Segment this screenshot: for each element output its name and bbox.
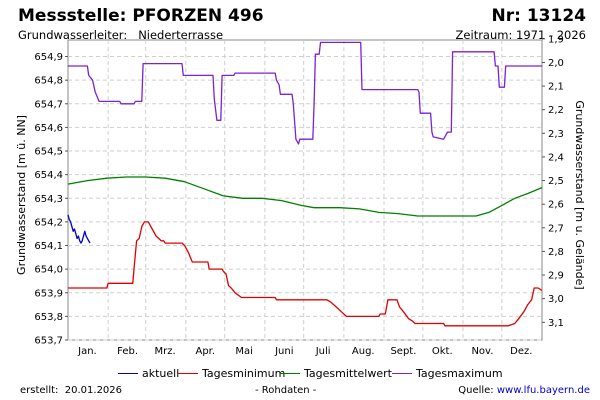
y-tick-label: 654,7 bbox=[34, 99, 63, 110]
y2-tick-label: 2,7 bbox=[548, 223, 564, 234]
period-info: Zeitraum: 1971 - 2026 bbox=[455, 28, 586, 42]
y-tick-label: 654,0 bbox=[34, 265, 63, 276]
y2-axis-title: Grundwasserstand [m u. Gelände] bbox=[573, 100, 586, 289]
x-tick-label: Juni bbox=[274, 346, 293, 357]
footer-source: Quelle: www.lfu.bayern.de bbox=[458, 385, 590, 396]
series-line-tagesmaximum bbox=[68, 41, 542, 145]
y2-tick-label: 2,1 bbox=[548, 82, 564, 93]
y-tick-label: 654,9 bbox=[34, 52, 63, 63]
y2-tick-label: 2,9 bbox=[548, 271, 564, 282]
y-tick-label: 653,7 bbox=[34, 336, 63, 347]
legend-label-aktuell: aktuell bbox=[142, 367, 180, 380]
legend-item-tagesminimum: Tagesminimum bbox=[178, 367, 285, 380]
y-tick-label: 654,4 bbox=[34, 170, 63, 181]
x-tick-label: Okt. bbox=[432, 346, 453, 357]
series-layer bbox=[67, 41, 543, 327]
station-number: Nr: 13124 bbox=[491, 6, 586, 26]
y2-tick-label: 3,0 bbox=[548, 294, 564, 305]
legend-label-tagesminimum: Tagesminimum bbox=[202, 367, 286, 380]
y-tick-label: 654,6 bbox=[34, 123, 63, 134]
station-title: Messstelle: PFORZEN 496 bbox=[18, 6, 264, 26]
legend-swatch-tagesmaximum bbox=[392, 373, 412, 374]
y-tick-label: 654,5 bbox=[34, 147, 63, 158]
footer-raw-data: - Rohdaten - bbox=[255, 385, 317, 396]
x-tick-label: Nov. bbox=[471, 346, 493, 357]
x-tick-label: Mrz. bbox=[155, 346, 176, 357]
series-line-tagesmittelwert bbox=[67, 176, 543, 217]
legend-swatch-tagesmittelwert bbox=[280, 373, 300, 374]
series-line-aktuell bbox=[67, 214, 91, 244]
y2-tick-label: 2,3 bbox=[548, 129, 564, 140]
x-tick-label: Apr. bbox=[195, 346, 215, 357]
footer-created: erstellt: 20.01.2026 bbox=[20, 385, 122, 396]
source-label: Quelle: bbox=[458, 385, 494, 396]
legend-swatch-aktuell bbox=[118, 373, 138, 374]
x-tick-label: Juli bbox=[315, 346, 331, 357]
legend-label-tagesmaximum: Tagesmaximum bbox=[416, 367, 503, 380]
y2-tick-label: 2,6 bbox=[548, 200, 564, 211]
y-tick-label: 654,8 bbox=[34, 76, 63, 87]
y2-tick-label: 1,9 bbox=[548, 34, 564, 45]
y2-tick-label: 2,8 bbox=[548, 247, 564, 258]
aquifer-value: Niederterrasse bbox=[138, 28, 224, 42]
y2-tick-label: 2,4 bbox=[548, 152, 564, 163]
plot-frame bbox=[67, 39, 543, 341]
plot-area bbox=[67, 39, 543, 341]
x-tick-label: Sept. bbox=[390, 346, 416, 357]
aquifer-label: Grundwasserleiter: bbox=[18, 28, 128, 42]
y-tick-label: 654,1 bbox=[34, 241, 63, 252]
y2-tick-label: 2,2 bbox=[548, 105, 564, 116]
legend-item-tagesmaximum: Tagesmaximum bbox=[392, 367, 503, 380]
legend-item-aktuell: aktuell bbox=[118, 367, 179, 380]
y-tick-label: 654,2 bbox=[34, 217, 63, 228]
y-tick-label: 653,9 bbox=[34, 288, 63, 299]
x-tick-label: Feb. bbox=[117, 346, 138, 357]
source-link[interactable]: www.lfu.bayern.de bbox=[496, 385, 590, 396]
y-tick-label: 653,8 bbox=[34, 312, 63, 323]
series-line-tagesminimum bbox=[68, 221, 543, 327]
y2-tick-label: 3,1 bbox=[548, 318, 564, 329]
y2-tick-label: 2,5 bbox=[548, 176, 564, 187]
aquifer-info: Grundwasserleiter: Niederterrasse bbox=[18, 28, 223, 42]
legend-item-tagesmittelwert: Tagesmittelwert bbox=[280, 367, 392, 380]
x-tick-label: Jan. bbox=[77, 346, 97, 357]
y2-tick-label: 2,0 bbox=[548, 58, 564, 69]
legend-label-tagesmittelwert: Tagesmittelwert bbox=[304, 367, 392, 380]
x-tick-label: Mai bbox=[235, 346, 253, 357]
legend-swatch-tagesminimum bbox=[178, 373, 198, 374]
created-label: erstellt: bbox=[20, 385, 59, 396]
axis-layer: 653,7 653,8 653,9 654,0 654,1 654,2 654,3 654,4… bbox=[34, 34, 564, 357]
created-date: 20.01.2026 bbox=[64, 385, 123, 396]
y-tick-label: 654,3 bbox=[34, 194, 63, 205]
x-tick-label: Dez. bbox=[510, 346, 532, 357]
y-axis-title: Grundwasserstand [m ü. NN] bbox=[15, 115, 28, 275]
x-tick-label: Aug. bbox=[352, 346, 375, 357]
